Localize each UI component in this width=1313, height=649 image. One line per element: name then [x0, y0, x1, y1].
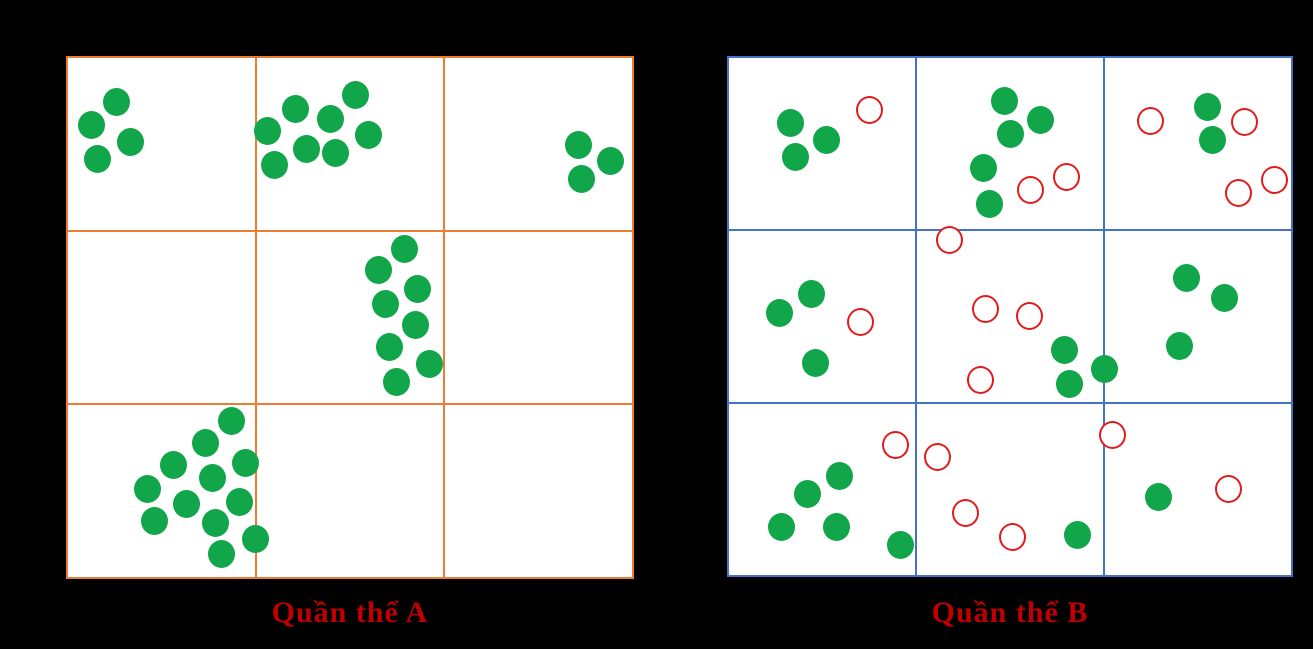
green-individual-dot — [260, 151, 288, 179]
green-individual-dot — [812, 126, 840, 154]
red-individual-circle — [935, 226, 963, 254]
green-individual-dot — [77, 111, 105, 139]
grid-line — [915, 58, 918, 575]
red-individual-circle — [1016, 176, 1044, 204]
grid-line — [729, 401, 1291, 404]
green-individual-dot — [281, 95, 309, 123]
green-individual-dot — [996, 120, 1024, 148]
green-individual-dot — [207, 540, 235, 568]
green-individual-dot — [596, 147, 624, 175]
red-individual-circle — [1052, 163, 1080, 191]
population-b-label: Quần thể B — [931, 596, 1089, 629]
green-individual-dot — [1063, 521, 1091, 549]
grid-line — [254, 58, 257, 577]
green-individual-dot — [390, 235, 418, 263]
green-individual-dot — [564, 131, 592, 159]
green-individual-dot — [1193, 93, 1221, 121]
green-individual-dot — [401, 311, 429, 339]
green-individual-dot — [116, 128, 144, 156]
red-individual-circle — [1015, 302, 1043, 330]
green-individual-dot — [201, 509, 229, 537]
green-individual-dot — [1144, 483, 1172, 511]
grid-line — [68, 403, 632, 405]
green-individual-dot — [133, 475, 161, 503]
green-individual-dot — [776, 109, 804, 137]
green-individual-dot — [172, 490, 200, 518]
green-individual-dot — [1026, 106, 1054, 134]
green-individual-dot — [1055, 370, 1083, 398]
green-individual-dot — [371, 290, 399, 318]
green-individual-dot — [341, 81, 369, 109]
green-individual-dot — [765, 299, 793, 327]
green-individual-dot — [292, 135, 320, 163]
red-individual-circle — [855, 96, 883, 124]
green-individual-dot — [102, 88, 130, 116]
green-individual-dot — [231, 449, 259, 477]
red-individual-circle — [1230, 108, 1258, 136]
grid-line — [443, 58, 445, 577]
green-individual-dot — [781, 143, 809, 171]
red-individual-circle — [1260, 166, 1288, 194]
green-individual-dot — [415, 350, 443, 378]
red-individual-circle — [1224, 179, 1252, 207]
green-individual-dot — [975, 190, 1003, 218]
population-a-grid — [66, 56, 634, 579]
green-individual-dot — [217, 407, 245, 435]
green-individual-dot — [1210, 284, 1238, 312]
green-individual-dot — [253, 117, 281, 145]
green-individual-dot — [822, 513, 850, 541]
green-individual-dot — [567, 165, 595, 193]
green-individual-dot — [793, 480, 821, 508]
red-individual-circle — [971, 295, 999, 323]
green-individual-dot — [886, 531, 914, 559]
red-individual-circle — [951, 499, 979, 527]
green-individual-dot — [990, 87, 1018, 115]
red-individual-circle — [1098, 421, 1126, 449]
green-individual-dot — [225, 488, 253, 516]
red-individual-circle — [846, 308, 874, 336]
green-individual-dot — [825, 462, 853, 490]
population-a-label: Quần thể A — [271, 596, 429, 629]
green-individual-dot — [241, 525, 269, 553]
green-individual-dot — [1090, 355, 1118, 383]
red-individual-circle — [923, 443, 951, 471]
population-b-grid — [727, 56, 1293, 577]
green-individual-dot — [969, 154, 997, 182]
green-individual-dot — [382, 368, 410, 396]
green-individual-dot — [403, 275, 431, 303]
green-individual-dot — [1050, 336, 1078, 364]
red-individual-circle — [1214, 475, 1242, 503]
red-individual-circle — [998, 523, 1026, 551]
green-individual-dot — [354, 121, 382, 149]
grid-line — [1102, 58, 1105, 575]
green-individual-dot — [1198, 126, 1226, 154]
green-individual-dot — [801, 349, 829, 377]
green-individual-dot — [1165, 332, 1193, 360]
green-individual-dot — [1172, 264, 1200, 292]
green-individual-dot — [140, 507, 168, 535]
green-individual-dot — [321, 139, 349, 167]
grid-line — [68, 229, 632, 232]
green-individual-dot — [159, 451, 187, 479]
green-individual-dot — [375, 333, 403, 361]
red-individual-circle — [881, 431, 909, 459]
red-individual-circle — [966, 366, 994, 394]
green-individual-dot — [83, 145, 111, 173]
green-individual-dot — [767, 513, 795, 541]
green-individual-dot — [316, 105, 344, 133]
green-individual-dot — [198, 464, 226, 492]
grid-line — [729, 229, 1291, 232]
green-individual-dot — [191, 429, 219, 457]
red-individual-circle — [1136, 107, 1164, 135]
green-individual-dot — [364, 256, 392, 284]
green-individual-dot — [797, 280, 825, 308]
